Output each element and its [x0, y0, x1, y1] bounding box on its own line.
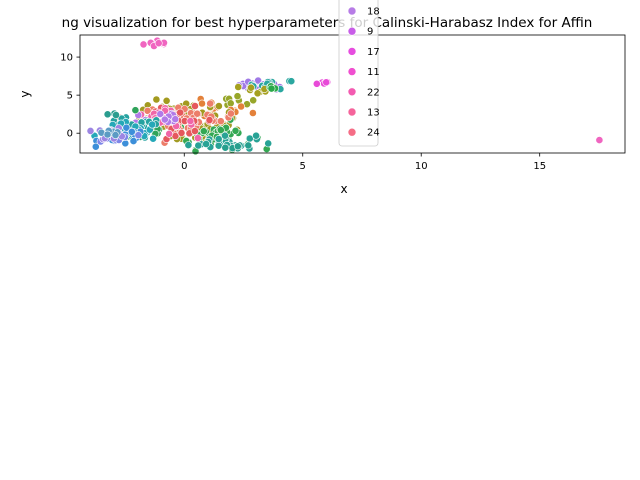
point-teal-center	[214, 141, 223, 150]
y-tick-label: 0	[67, 129, 73, 140]
point-lavender-far-left	[86, 126, 95, 135]
point-olive-mid	[214, 102, 223, 110]
x-tick-label: 5	[300, 161, 306, 172]
point-orange-mid	[198, 99, 206, 108]
point-pink-center	[193, 134, 202, 142]
point-outlier	[595, 136, 604, 144]
point-purple-center	[160, 115, 169, 124]
point-teal-center	[264, 139, 273, 148]
point-teal-center	[202, 140, 210, 148]
legend-marker	[347, 67, 357, 76]
point-blue-left	[122, 123, 131, 132]
x-axis-label: x	[340, 182, 347, 196]
y-axis-label: y	[18, 90, 32, 97]
point-salmon-center	[216, 117, 225, 126]
point-olive-upper	[234, 83, 243, 91]
point-lime-bridge	[226, 99, 235, 108]
point-magenta-right	[322, 78, 331, 87]
point-green-center	[216, 126, 225, 135]
point-steel-far-left	[103, 130, 112, 139]
legend-marker	[347, 107, 357, 117]
point-blue-left	[91, 142, 100, 151]
point-teal-center	[252, 131, 260, 140]
legend-label: 24	[367, 128, 380, 139]
point-pink-center	[165, 129, 174, 138]
point-red-center	[190, 127, 199, 136]
point-orange-mid	[248, 109, 257, 117]
point-teal-bottom-right	[233, 142, 242, 151]
point-teal-bottom-right	[221, 143, 230, 152]
legend-label: 13	[367, 108, 380, 119]
point-lime-bridge	[233, 92, 242, 101]
point-lime-bridge	[249, 96, 258, 105]
point-teal-lower-left	[103, 110, 112, 119]
point-red-center	[176, 108, 185, 117]
point-olive-mid	[152, 95, 161, 104]
legend-marker	[347, 26, 357, 36]
point-teal-center	[214, 135, 223, 143]
scatter-points	[86, 36, 604, 156]
point-teal-center	[221, 131, 229, 140]
point-pink-top	[139, 40, 148, 49]
point-salmon-center	[206, 99, 215, 108]
point-olive-mid	[162, 96, 171, 105]
point-purple-center	[156, 110, 165, 118]
point-violet-left	[134, 131, 143, 140]
point-purple-center	[171, 115, 180, 124]
point-red-center	[177, 128, 186, 137]
point-olive-upper	[247, 83, 255, 92]
point-steel-far-left	[111, 131, 120, 139]
point-blue-left	[127, 127, 136, 136]
point-salmon-center	[226, 109, 235, 118]
point-teal-bottom-right	[244, 141, 253, 150]
y-axis-ticks: 0 5 10	[60, 53, 80, 140]
point-pink-center	[186, 117, 195, 125]
legend-label: 17	[367, 47, 380, 58]
legend-label: 22	[367, 87, 380, 98]
point-teal-upper	[287, 77, 296, 86]
x-tick-label: 15	[533, 161, 546, 172]
y-tick-label: 5	[67, 91, 73, 102]
point-teal-center	[184, 141, 193, 149]
legend-label: 18	[367, 7, 380, 18]
point-salmon-center	[143, 106, 152, 115]
x-tick-label: 0	[181, 161, 187, 172]
point-cyan-left	[149, 134, 157, 143]
point-green-center	[199, 127, 208, 136]
legend-marker	[347, 47, 357, 56]
chart-title: ng visualization for best hyperparameter…	[62, 15, 593, 31]
y-tick-label: 10	[60, 53, 73, 64]
point-teal-lower-left	[112, 111, 120, 119]
point-green-center	[231, 126, 240, 135]
x-tick-label: 10	[415, 161, 428, 172]
point-magenta-right	[312, 79, 321, 88]
point-green-left	[131, 106, 140, 115]
point-teal-center	[194, 141, 203, 150]
point-orange-mid	[237, 102, 245, 111]
legend-label: 11	[367, 67, 380, 78]
legend-marker	[347, 87, 357, 97]
legend-label: 9	[367, 27, 373, 38]
point-cyan-left	[148, 120, 157, 129]
point-olive-upper	[253, 89, 262, 98]
point-red-center	[191, 102, 199, 110]
legend-marker	[347, 127, 357, 137]
legend: 18 9 17 11 22 13 24	[338, 0, 380, 147]
legend-marker	[347, 6, 357, 16]
point-blue-left	[129, 137, 138, 145]
point-red-center	[205, 116, 214, 124]
point-pink-top	[154, 39, 163, 48]
x-axis-ticks: 0 5 10 15	[181, 153, 546, 172]
point-salmon-center	[193, 109, 202, 118]
point-green-upper	[267, 84, 276, 93]
